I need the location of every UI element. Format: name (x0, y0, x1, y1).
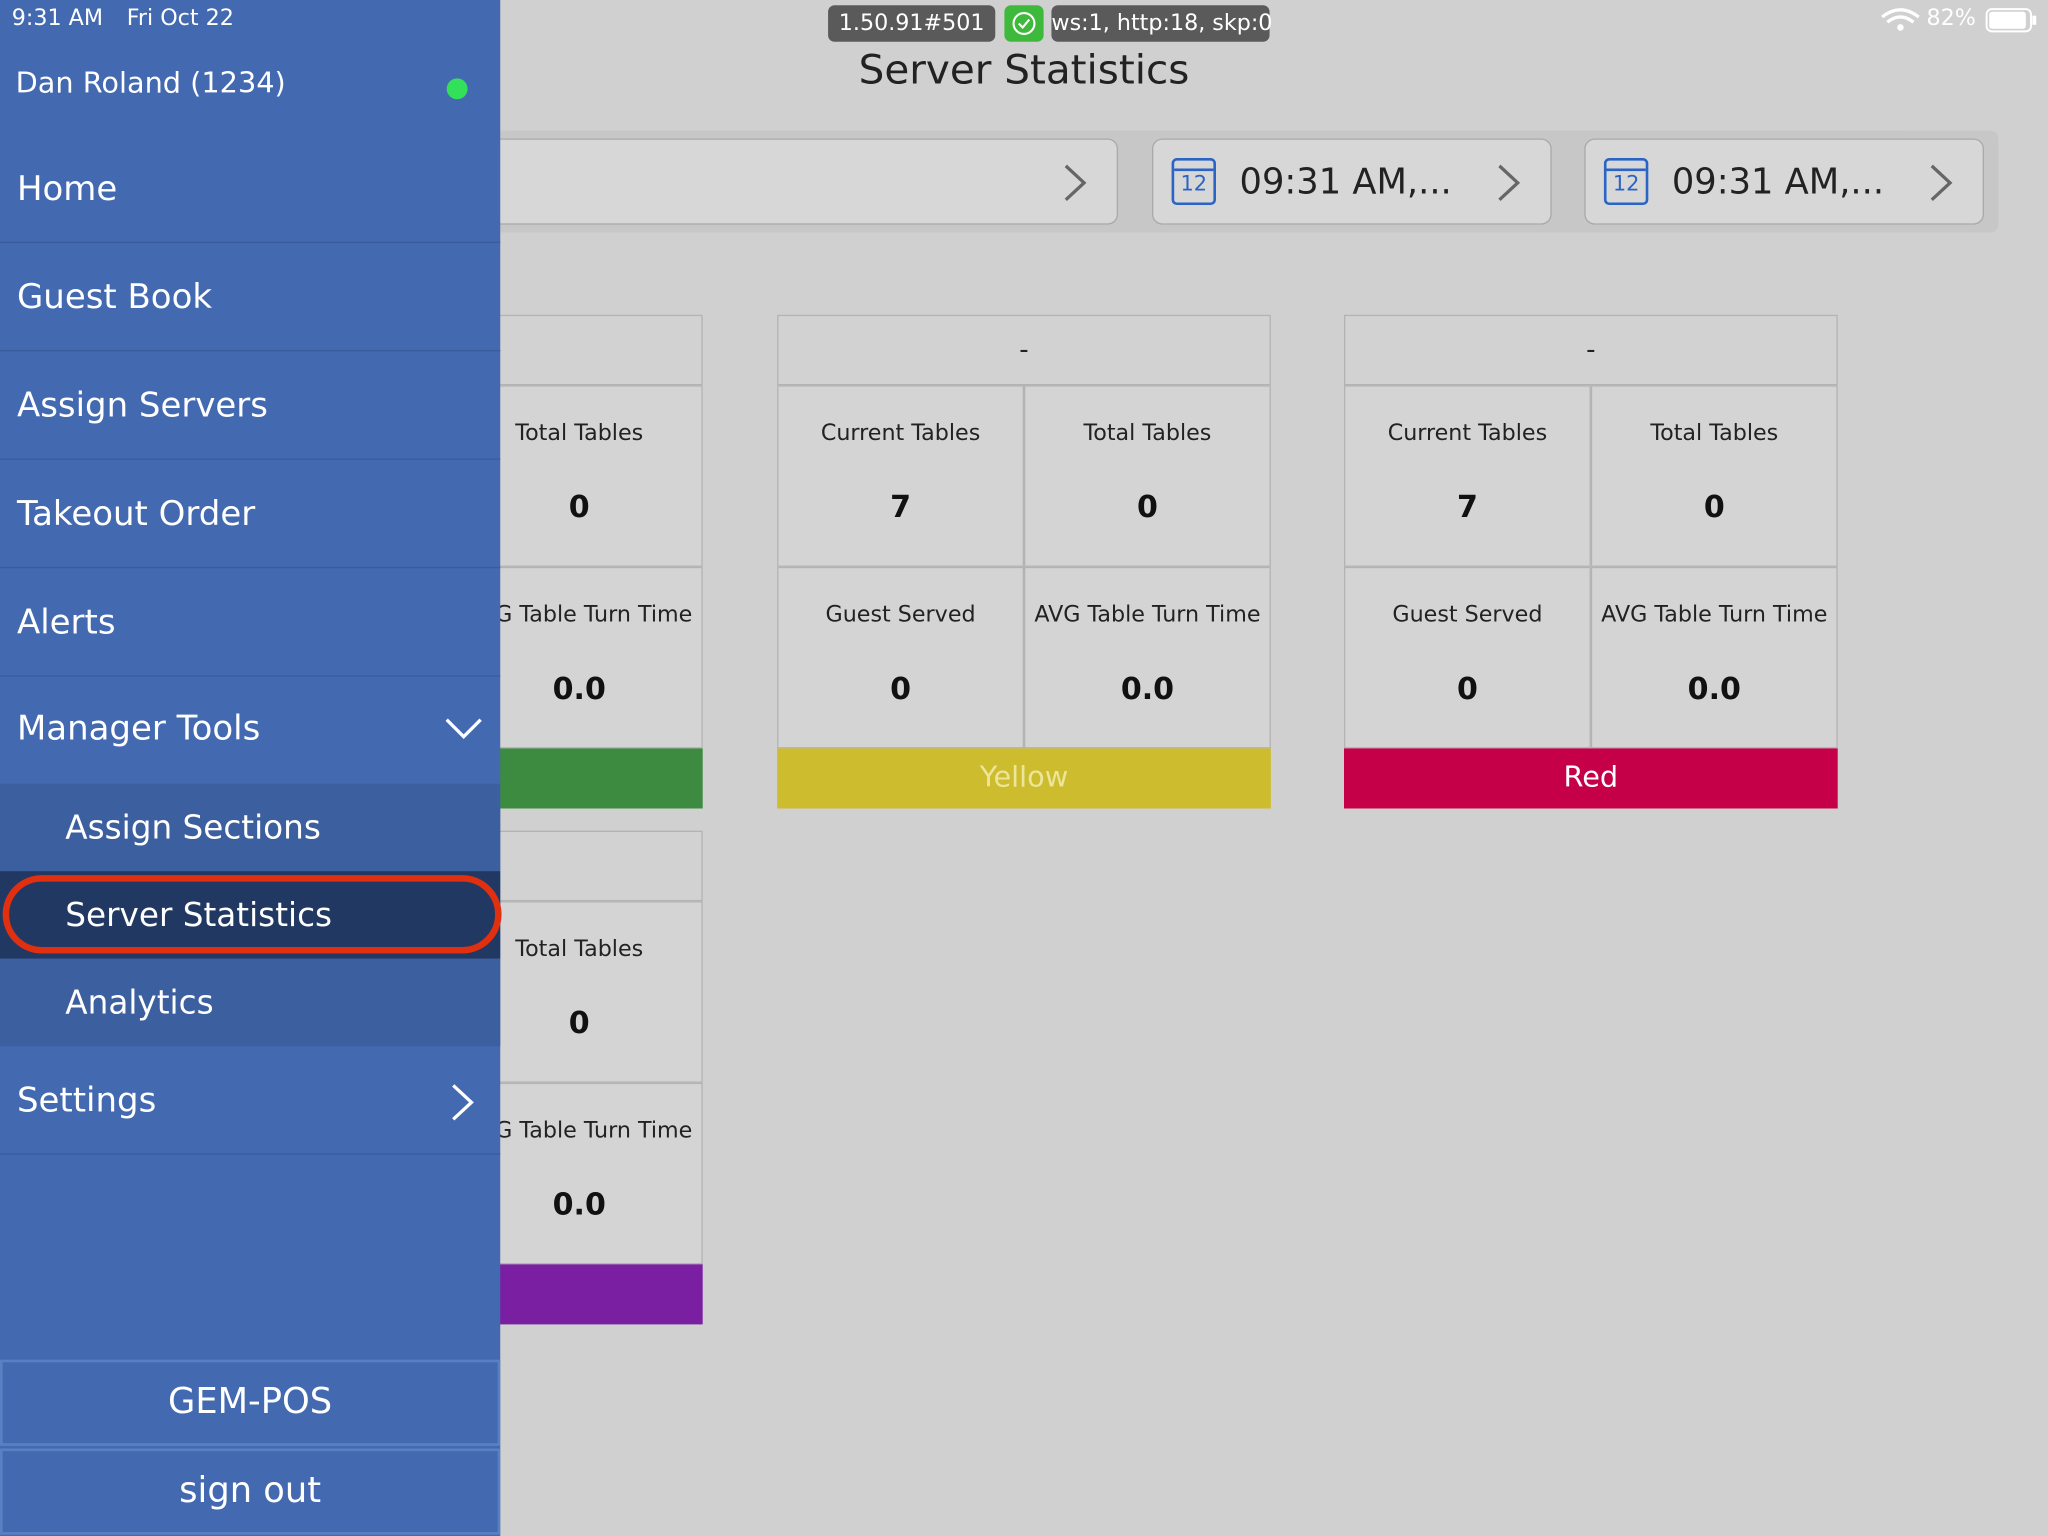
stat-cell: Current Tables 7 (777, 385, 1024, 567)
version-badge: 1.50.91#501 (828, 5, 996, 42)
battery-icon (1985, 8, 2037, 33)
stat-label: AVG Table Turn Time (1601, 602, 1828, 629)
server-card[interactable]: - Current Tables 7 Total Tables 0 Guest Serve… (777, 314, 1271, 810)
menu-label: Settings (16, 1081, 157, 1121)
menu-item[interactable]: Guest Book (0, 244, 501, 352)
stat-value: 0.0 (1687, 672, 1741, 707)
stat-value: 0.0 (1120, 672, 1175, 707)
date-text: 09:31 AM,... (1239, 161, 1452, 203)
menu-item[interactable]: Manager Tools (0, 675, 500, 782)
check-icon (1012, 12, 1036, 36)
stat-label: Current Tables (1387, 420, 1548, 447)
calendar-day: 12 (1174, 168, 1214, 197)
menu-item[interactable]: Alerts (0, 569, 501, 677)
stat-label: AVG Table Turn Time (1034, 602, 1261, 629)
stat-value: 7 (1456, 491, 1478, 526)
chevron (1498, 164, 1521, 202)
wifi-icon (1881, 8, 1920, 31)
stat-label: Total Tables (515, 420, 644, 447)
status-time: 9:31 AM (11, 5, 104, 32)
date-picker[interactable]: 12 09:31 AM,... (1584, 138, 1984, 225)
footer-button[interactable]: sign out (0, 1448, 501, 1535)
calendar-icon: 12 (1603, 158, 1649, 206)
stat-cell: Guest Served 0 (777, 566, 1024, 749)
status-label: Yellow (979, 761, 1069, 795)
user-name: Dan Roland (1234) (15, 67, 286, 101)
sidebar: 9:31 AM Fri Oct 22 Dan Roland (1234) Hom… (0, 0, 501, 1536)
stat-cell: Current Tables 7 (1343, 385, 1591, 567)
server-picker[interactable] (431, 138, 1119, 225)
status-band: Red (1343, 748, 1838, 809)
menu-item[interactable]: Home (0, 136, 501, 243)
stat-cell: AVG Table Turn Time 0.0 (1023, 566, 1271, 749)
submenu-item[interactable]: Analytics (0, 958, 501, 1047)
stat-cell: AVG Table Turn Time 0.0 (1590, 566, 1838, 749)
chevron-right (452, 1084, 474, 1121)
stat-value: 0 (1136, 491, 1158, 526)
stat-label: Total Tables (1083, 420, 1212, 447)
chevron-down (445, 718, 482, 739)
online-dot (446, 78, 468, 100)
card-header (1343, 314, 1838, 386)
server-card[interactable]: - Current Tables 7 Total Tables 0 Guest Serve… (1343, 314, 1838, 810)
menu-item[interactable]: Assign Servers (0, 353, 501, 460)
calendar-icon: 12 (1171, 158, 1216, 206)
stat-cell: Total Tables 0 (1590, 385, 1838, 567)
date-picker[interactable]: 12 09:31 AM,... (1151, 138, 1552, 225)
stat-label: Guest Served (825, 602, 976, 629)
stat-value: 0 (568, 491, 590, 526)
submenu-item[interactable]: Server Statistics (0, 871, 501, 959)
stat-value: 0.0 (552, 1188, 606, 1223)
chevron (1930, 164, 1953, 202)
stat-value: 0 (890, 672, 912, 707)
chevron (1064, 164, 1087, 202)
card-title: - (1019, 333, 1029, 365)
stat-value: 0 (1456, 672, 1478, 707)
card-header (777, 314, 1271, 386)
stats-badge: ws:1, http:18, skp:0 (1051, 5, 1272, 42)
calendar-day: 12 (1606, 168, 1646, 197)
submenu-item[interactable]: Assign Sections (0, 783, 501, 872)
stat-value: 0 (568, 1007, 590, 1041)
battery-level: 82% (1926, 5, 1976, 32)
card-title: - (1586, 333, 1596, 365)
stat-label: AVG Table Turn Time (466, 1118, 693, 1145)
status-date: Fri Oct 22 (126, 5, 234, 32)
stat-cell: Guest Served 0 (1343, 566, 1591, 749)
menu-item[interactable]: Settings (0, 1048, 501, 1155)
stat-value: 0.0 (552, 672, 606, 707)
menu-item[interactable]: Takeout Order (0, 461, 501, 569)
stat-label: Guest Served (1392, 602, 1543, 629)
stat-cell: Total Tables 0 (1023, 385, 1271, 567)
stat-label: Total Tables (1650, 420, 1779, 447)
menu-label: Manager Tools (16, 709, 261, 749)
connection-ok (1004, 5, 1044, 42)
highlight-outline (2, 875, 502, 954)
page-title: Server Statistics (858, 47, 1190, 95)
stat-label: Total Tables (515, 936, 644, 963)
date-text: 09:31 AM,... (1671, 161, 1885, 203)
stat-value: 7 (890, 491, 912, 526)
stat-label: AVG Table Turn Time (466, 602, 693, 629)
stat-label: Current Tables (820, 420, 981, 447)
status-band: Yellow (777, 748, 1271, 809)
stat-value: 0 (1703, 491, 1725, 526)
footer-button[interactable]: GEM-POS (0, 1359, 501, 1446)
status-label: Red (1563, 761, 1619, 795)
